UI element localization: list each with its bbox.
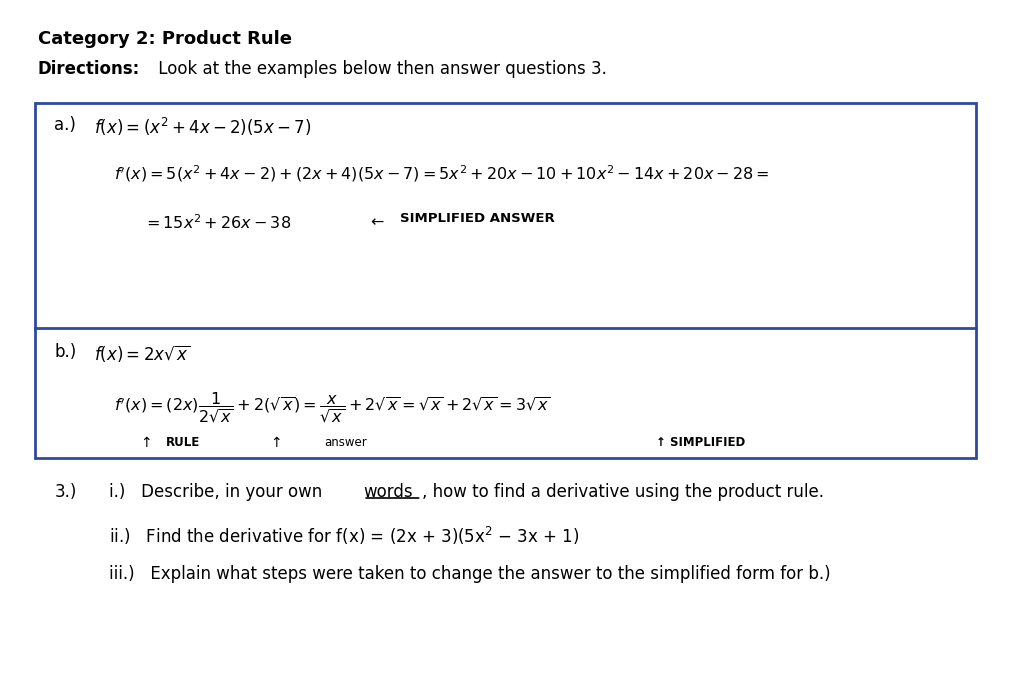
- Text: ↑ SIMPLIFIED: ↑ SIMPLIFIED: [656, 436, 745, 449]
- Text: b.): b.): [54, 343, 77, 361]
- Text: $f'(x) = (2x)\dfrac{1}{2\sqrt{x}} + 2(\sqrt{x}) = \dfrac{x}{\sqrt{x}} + 2\sqrt{x: $f'(x) = (2x)\dfrac{1}{2\sqrt{x}} + 2(\s…: [114, 390, 550, 424]
- Text: iii.)   Explain what steps were taken to change the answer to the simplified for: iii.) Explain what steps were taken to c…: [109, 565, 830, 583]
- Text: a.): a.): [54, 116, 76, 134]
- Text: $f'(x) = 5(x^2 + 4x - 2) + (2x + 4)(5x - 7) = 5x^2 + 20x - 10 + 10x^2 - 14x + 20: $f'(x) = 5(x^2 + 4x - 2) + (2x + 4)(5x -…: [114, 163, 769, 184]
- Text: RULE: RULE: [166, 436, 200, 449]
- Text: ↑: ↑: [140, 436, 152, 450]
- Text: $f(x) = 2x\sqrt{x}$: $f(x) = 2x\sqrt{x}$: [94, 343, 189, 364]
- Text: SIMPLIFIED ANSWER: SIMPLIFIED ANSWER: [399, 212, 555, 225]
- Text: i.)   Describe, in your own: i.) Describe, in your own: [109, 483, 327, 501]
- Text: words: words: [364, 483, 413, 501]
- Text: , how to find a derivative using the product rule.: , how to find a derivative using the pro…: [423, 483, 824, 501]
- Text: 3.): 3.): [54, 483, 77, 501]
- Text: ↑: ↑: [270, 436, 283, 450]
- Text: ii.)   Find the derivative for f(x) = (2x + 3)(5x$^2$ $-$ 3x + 1): ii.) Find the derivative for f(x) = (2x …: [109, 525, 580, 547]
- FancyBboxPatch shape: [35, 103, 976, 458]
- Text: $\leftarrow$: $\leftarrow$: [368, 213, 385, 228]
- Text: Category 2: Product Rule: Category 2: Product Rule: [38, 30, 292, 48]
- Text: Look at the examples below then answer questions 3.: Look at the examples below then answer q…: [153, 60, 607, 78]
- Text: $f(x) = (x^2 + 4x - 2)(5x - 7)$: $f(x) = (x^2 + 4x - 2)(5x - 7)$: [94, 116, 311, 138]
- Text: answer: answer: [324, 436, 367, 449]
- Text: $= 15x^2 + 26x - 38$: $= 15x^2 + 26x - 38$: [143, 213, 291, 232]
- Text: Directions:: Directions:: [38, 60, 139, 78]
